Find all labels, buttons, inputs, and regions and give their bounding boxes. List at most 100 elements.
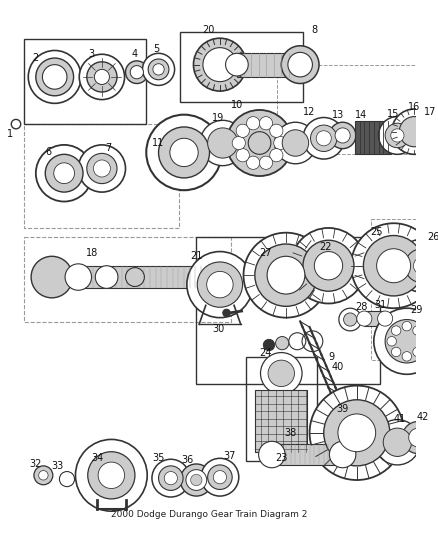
Circle shape (335, 128, 350, 143)
Circle shape (413, 326, 422, 335)
Text: 23: 23 (275, 453, 287, 463)
Circle shape (36, 58, 74, 96)
Bar (196, 237, 380, 384)
Circle shape (396, 239, 438, 292)
Circle shape (186, 470, 207, 490)
Circle shape (54, 163, 74, 183)
Circle shape (191, 474, 202, 486)
Circle shape (402, 422, 434, 454)
Circle shape (45, 155, 83, 192)
Text: 29: 29 (410, 305, 423, 315)
Text: 12: 12 (304, 107, 316, 117)
Circle shape (208, 465, 232, 489)
Circle shape (79, 54, 124, 100)
Circle shape (142, 53, 175, 85)
Circle shape (88, 451, 135, 499)
Circle shape (303, 240, 354, 291)
Circle shape (126, 268, 145, 287)
Circle shape (413, 347, 422, 357)
Circle shape (248, 132, 271, 155)
Circle shape (65, 264, 92, 290)
Text: 30: 30 (212, 324, 224, 334)
Circle shape (95, 266, 118, 288)
Text: 31: 31 (374, 301, 386, 310)
Circle shape (383, 428, 412, 456)
Circle shape (152, 459, 190, 497)
Circle shape (226, 53, 248, 76)
Circle shape (314, 252, 343, 280)
Text: 1: 1 (7, 128, 14, 139)
Circle shape (236, 149, 249, 162)
Circle shape (288, 52, 312, 77)
Text: 22: 22 (319, 242, 332, 252)
Circle shape (197, 262, 243, 307)
Text: 38: 38 (285, 428, 297, 438)
Circle shape (164, 472, 177, 484)
Bar (24, 237, 231, 322)
Text: 25: 25 (371, 227, 383, 237)
Bar (24, 39, 146, 124)
Bar (71, 266, 217, 288)
Text: 6: 6 (45, 148, 51, 157)
Circle shape (339, 308, 361, 331)
Text: 21: 21 (190, 251, 202, 261)
Text: 8: 8 (311, 25, 318, 35)
Bar (206, 268, 230, 287)
Circle shape (247, 117, 260, 130)
Circle shape (170, 138, 198, 167)
Text: 24: 24 (259, 348, 272, 358)
Text: 36: 36 (182, 455, 194, 465)
Text: 42: 42 (417, 412, 429, 422)
Text: 17: 17 (424, 107, 437, 117)
Text: 32: 32 (30, 459, 42, 469)
Circle shape (201, 458, 239, 496)
Circle shape (247, 156, 260, 169)
Text: 33: 33 (51, 461, 64, 471)
Circle shape (329, 441, 356, 468)
Circle shape (34, 466, 53, 484)
Text: 4: 4 (132, 49, 138, 59)
Circle shape (232, 136, 245, 150)
Bar (237, 53, 293, 77)
Text: 40: 40 (332, 362, 344, 372)
Circle shape (399, 117, 430, 147)
Circle shape (259, 156, 272, 169)
Circle shape (258, 441, 285, 468)
Circle shape (93, 160, 110, 177)
Circle shape (153, 64, 164, 75)
Text: 7: 7 (106, 143, 112, 153)
Text: 3: 3 (88, 49, 95, 59)
Circle shape (268, 360, 294, 386)
Text: 9: 9 (328, 352, 334, 362)
Circle shape (203, 47, 237, 82)
Circle shape (75, 439, 147, 511)
Circle shape (377, 249, 410, 282)
Circle shape (378, 117, 416, 155)
Circle shape (357, 311, 372, 326)
Circle shape (180, 464, 212, 496)
Text: 10: 10 (231, 100, 243, 110)
Text: 26: 26 (427, 232, 438, 243)
Circle shape (87, 62, 117, 92)
Bar (276, 64, 416, 155)
Circle shape (270, 124, 283, 138)
Bar (246, 357, 317, 461)
Circle shape (148, 59, 169, 80)
Circle shape (417, 336, 427, 346)
Circle shape (392, 109, 437, 155)
Circle shape (364, 236, 424, 296)
Circle shape (405, 249, 438, 282)
Circle shape (146, 115, 222, 190)
Circle shape (402, 321, 412, 331)
Text: 2: 2 (33, 53, 39, 63)
Text: 39: 39 (336, 404, 349, 414)
Text: 19: 19 (212, 114, 224, 124)
Circle shape (98, 462, 124, 489)
Text: 13: 13 (332, 110, 344, 120)
Bar (272, 444, 343, 465)
Circle shape (259, 117, 272, 130)
Circle shape (343, 313, 357, 326)
Circle shape (374, 308, 438, 374)
Circle shape (261, 352, 302, 394)
Circle shape (94, 69, 110, 84)
